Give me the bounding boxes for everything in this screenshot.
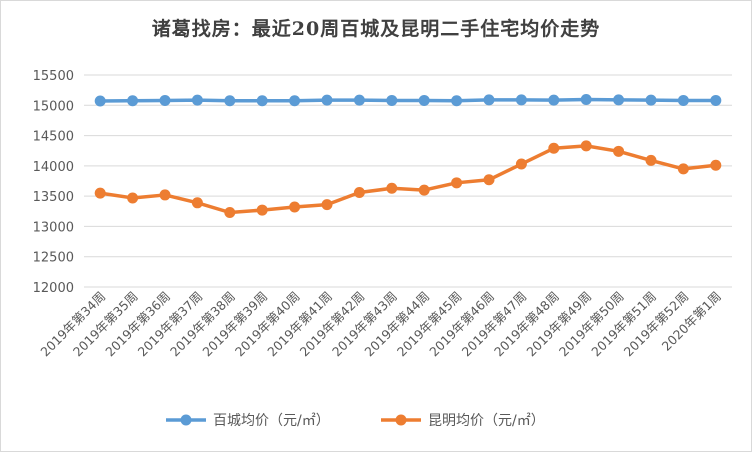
data-point-baicheng (289, 95, 301, 107)
data-point-kunming (613, 145, 625, 157)
data-point-kunming (548, 142, 560, 154)
data-point-kunming (289, 201, 301, 213)
data-point-kunming (224, 206, 236, 218)
data-point-baicheng (515, 94, 527, 106)
data-point-kunming (191, 197, 203, 209)
y-tick-label: 12500 (33, 251, 74, 266)
data-point-baicheng (613, 94, 625, 106)
data-point-baicheng (645, 94, 657, 106)
data-point-kunming (159, 189, 171, 201)
data-point-kunming (677, 163, 689, 175)
data-point-kunming (515, 158, 527, 170)
y-tick-label: 13500 (33, 190, 74, 205)
y-tick-label: 13000 (33, 220, 74, 235)
data-point-kunming (580, 140, 592, 152)
data-point-baicheng (159, 94, 171, 106)
data-point-baicheng (580, 94, 592, 106)
data-point-kunming (127, 192, 139, 204)
legend-swatch-marker (395, 414, 407, 426)
y-tick-label: 14500 (33, 130, 74, 145)
data-point-baicheng (548, 94, 560, 106)
data-point-kunming (256, 204, 268, 216)
data-point-kunming (483, 174, 495, 186)
data-point-baicheng (191, 94, 203, 106)
chart-title: 诸葛找房：最近20周百城及昆明二手住宅均价走势 (151, 18, 601, 40)
y-tick-label: 12000 (33, 281, 74, 296)
data-point-kunming (451, 177, 463, 189)
data-point-baicheng (710, 94, 722, 106)
legend-label: 百城均价（元/㎡） (213, 413, 330, 429)
data-point-baicheng (451, 95, 463, 107)
data-point-kunming (94, 187, 106, 199)
y-tick-label: 15000 (33, 99, 74, 114)
data-point-baicheng (321, 94, 333, 106)
data-point-kunming (418, 184, 430, 196)
data-point-baicheng (127, 95, 139, 107)
data-point-baicheng (256, 95, 268, 107)
legend-swatch-marker (180, 414, 192, 426)
data-point-baicheng (483, 94, 495, 106)
data-point-baicheng (224, 95, 236, 107)
y-tick-label: 15500 (33, 69, 74, 84)
legend-label: 昆明均价（元/㎡） (428, 413, 545, 429)
data-point-baicheng (386, 94, 398, 106)
data-point-kunming (645, 154, 657, 166)
data-point-baicheng (418, 94, 430, 106)
data-point-baicheng (677, 94, 689, 106)
y-tick-label: 14000 (33, 160, 74, 175)
data-point-kunming (386, 182, 398, 194)
data-point-baicheng (94, 95, 106, 107)
data-point-kunming (353, 187, 365, 199)
data-point-kunming (710, 159, 722, 171)
data-point-baicheng (353, 94, 365, 106)
data-point-kunming (321, 199, 333, 211)
